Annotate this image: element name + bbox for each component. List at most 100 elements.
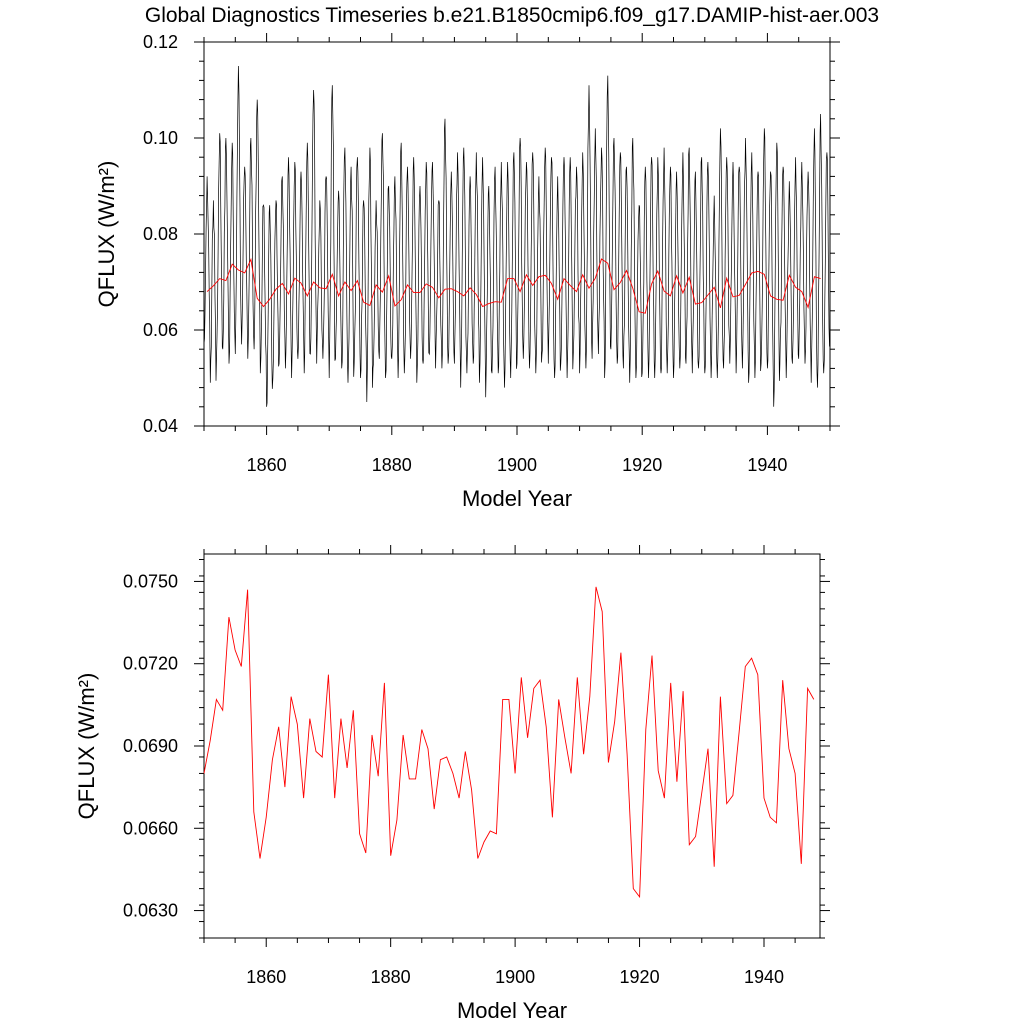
annual-mean-point xyxy=(427,748,428,749)
annual-mean-point xyxy=(739,732,740,733)
annual-mean-point xyxy=(451,288,452,289)
annual-mean-point xyxy=(664,291,665,292)
annual-mean-point xyxy=(235,649,236,650)
annual-mean-point xyxy=(390,855,391,856)
annual-mean-point xyxy=(739,295,740,296)
x-tick-label: 1880 xyxy=(371,967,411,987)
annual-mean-point xyxy=(801,863,802,864)
annual-mean-point xyxy=(247,589,248,590)
annual-mean-point xyxy=(495,301,496,302)
annual-mean-point xyxy=(444,289,445,290)
annual-mean-point xyxy=(288,293,289,294)
annual-mean-point xyxy=(340,718,341,719)
annual-mean-point xyxy=(751,658,752,659)
annual-mean-point xyxy=(626,270,627,271)
annual-mean-point xyxy=(250,259,251,260)
annual-mean-point xyxy=(538,276,539,277)
annual-mean-point xyxy=(476,294,477,295)
annual-mean-point xyxy=(459,798,460,799)
annual-mean-point xyxy=(601,258,602,259)
annual-mean-point xyxy=(521,677,522,678)
annual-mean-point xyxy=(732,296,733,297)
y-axis-title: QFLUX (W/m²) xyxy=(94,161,119,308)
annual-mean-point xyxy=(300,282,301,283)
annual-mean-point xyxy=(357,280,358,281)
annual-mean-point xyxy=(732,795,733,796)
annual-mean-point xyxy=(795,773,796,774)
x-tick-label: 1900 xyxy=(497,455,537,475)
y-tick-label: 0.0660 xyxy=(123,818,178,838)
annual-mean-point xyxy=(297,724,298,725)
annual-mean-point xyxy=(558,699,559,700)
annual-mean-point xyxy=(477,858,478,859)
annual-mean-point xyxy=(783,300,784,301)
annual-mean-point xyxy=(432,287,433,288)
annual-mean-point xyxy=(219,278,220,279)
annual-mean-point xyxy=(496,833,497,834)
annual-mean-point xyxy=(396,820,397,821)
annual-mean-point xyxy=(384,682,385,683)
annual-mean-point xyxy=(309,718,310,719)
annual-mean-point xyxy=(488,303,489,304)
annual-mean-point xyxy=(203,773,204,774)
y-tick-label: 0.06 xyxy=(143,320,178,340)
annual-mean-point xyxy=(207,291,208,292)
annual-mean-point xyxy=(570,285,571,286)
y-tick-label: 0.0750 xyxy=(123,571,178,591)
annual-mean-point xyxy=(291,696,292,697)
annual-mean-point xyxy=(502,699,503,700)
x-tick-label: 1920 xyxy=(622,455,662,475)
annual-mean-point xyxy=(378,776,379,777)
x-axis-title: Model Year xyxy=(457,998,567,1023)
annual-mean-point xyxy=(639,896,640,897)
annual-mean-point xyxy=(415,778,416,779)
annual-mean-point xyxy=(657,270,658,271)
annual-mean-point xyxy=(707,748,708,749)
annual-mean-point xyxy=(658,770,659,771)
annual-mean-point xyxy=(213,285,214,286)
annual-mean-point xyxy=(313,281,314,282)
annual-mean-point xyxy=(620,282,621,283)
annual-mean-point xyxy=(808,307,809,308)
annual-mean-point xyxy=(757,271,758,272)
annual-mean-point xyxy=(770,295,771,296)
y-axis-title: QFLUX (W/m²) xyxy=(74,673,99,820)
annual-mean-point xyxy=(770,817,771,818)
annual-mean-series-line xyxy=(203,586,815,899)
annual-mean-point xyxy=(344,281,345,282)
annual-mean-point xyxy=(682,292,683,293)
annual-mean-point xyxy=(426,283,427,284)
annual-mean-point xyxy=(720,307,721,308)
annual-mean-point xyxy=(403,734,404,735)
annual-mean-point xyxy=(438,297,439,298)
annual-mean-point xyxy=(602,611,603,612)
annual-mean-point xyxy=(645,313,646,314)
annual-mean-point xyxy=(326,288,327,289)
y-tick-label: 0.04 xyxy=(143,416,178,436)
x-axis-title: Model Year xyxy=(462,486,572,511)
annual-mean-point xyxy=(294,278,295,279)
annual-mean-point xyxy=(508,699,509,700)
annual-mean-point xyxy=(363,302,364,303)
annual-mean-point xyxy=(582,274,583,275)
annual-mean-point xyxy=(789,275,790,276)
annual-mean-point xyxy=(689,844,690,845)
annual-mean-point xyxy=(359,833,360,834)
annual-mean-point xyxy=(284,787,285,788)
annual-mean-point xyxy=(253,811,254,812)
annual-mean-point xyxy=(701,302,702,303)
annual-mean-point xyxy=(407,284,408,285)
annual-mean-point xyxy=(563,278,564,279)
annual-mean-point xyxy=(564,737,565,738)
annual-mean-point xyxy=(751,272,752,273)
annual-mean-point xyxy=(695,836,696,837)
annual-mean-point xyxy=(371,734,372,735)
annual-mean-point xyxy=(676,781,677,782)
annual-mean-point xyxy=(607,263,608,264)
annual-mean-point xyxy=(322,756,323,757)
annual-mean-point xyxy=(595,586,596,587)
annual-mean-point xyxy=(490,830,491,831)
annual-mean-point xyxy=(257,298,258,299)
x-tick-label: 1940 xyxy=(747,455,787,475)
